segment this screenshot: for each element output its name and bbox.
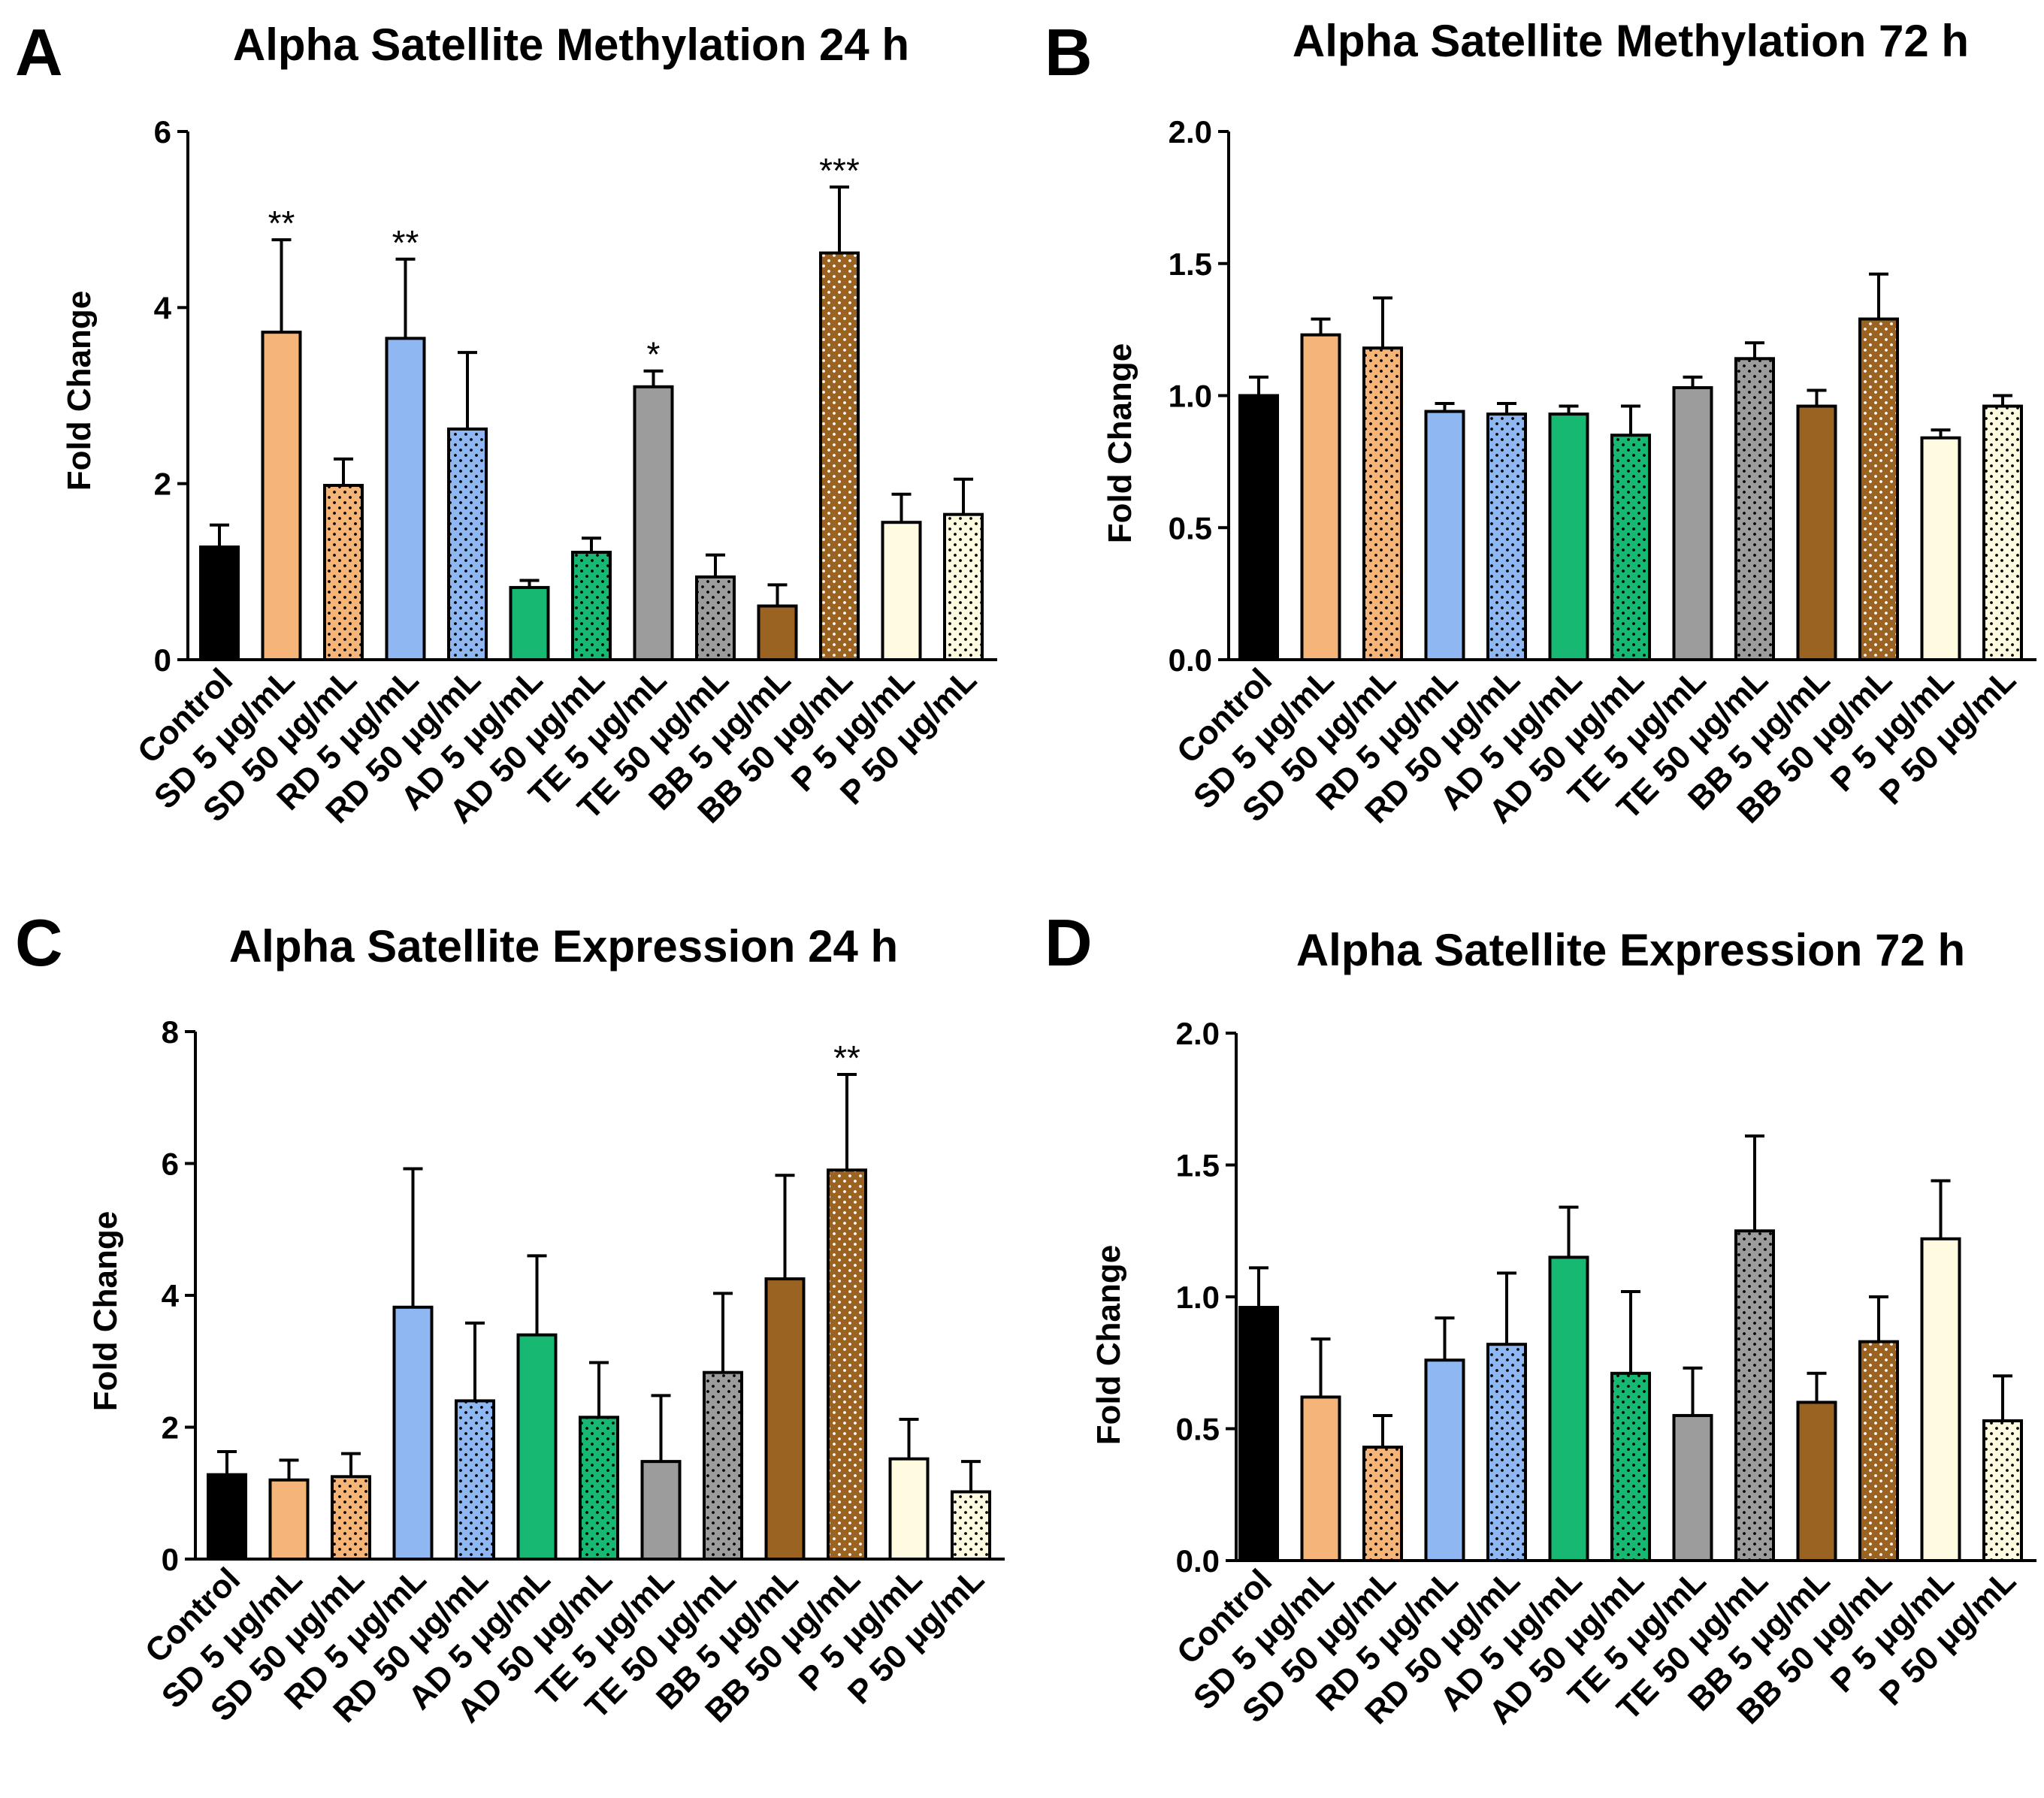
bar xyxy=(1920,1237,1961,1563)
y-tick-label: 2.0 xyxy=(1169,114,1212,150)
panel-letter: C xyxy=(15,905,63,980)
y-tick-label: 4 xyxy=(154,290,172,325)
bar-pattern xyxy=(706,1373,740,1558)
bar-pattern xyxy=(1737,1232,1772,1559)
bar xyxy=(1672,1413,1713,1562)
bar-pattern xyxy=(1613,437,1648,658)
bar-pattern xyxy=(1985,407,2020,658)
panel-a: A Alpha Satellite Methylation 24 h Fold … xyxy=(15,15,997,830)
y-tick-label: 1.5 xyxy=(1169,246,1212,282)
bar xyxy=(640,1460,682,1561)
y-tick-label: 2 xyxy=(162,1410,179,1446)
bar xyxy=(392,1305,434,1561)
chart-title: Alpha Satellite Expression 24 h xyxy=(229,921,898,972)
bar-pattern xyxy=(1365,1449,1400,1559)
y-axis-label: Fold Change xyxy=(1102,343,1138,543)
bar-pattern xyxy=(1861,320,1896,658)
bar-pattern xyxy=(1365,349,1400,658)
bar xyxy=(1300,333,1341,661)
y-tick-label: 2 xyxy=(154,467,171,502)
bar-pattern xyxy=(1737,360,1772,658)
bar-pattern xyxy=(1613,1374,1648,1559)
bar-pattern xyxy=(822,254,857,658)
significance-label: * xyxy=(647,335,661,374)
bar xyxy=(757,604,798,661)
significance-label: ** xyxy=(392,223,419,262)
bar-pattern xyxy=(1861,1343,1896,1559)
chart-title: Alpha Satellite Methylation 24 h xyxy=(233,20,909,70)
bar-pattern xyxy=(830,1171,864,1558)
bar xyxy=(1424,1358,1465,1562)
panel-d: D Alpha Satellite Expression 72 h Fold C… xyxy=(1045,905,2036,1731)
bar xyxy=(1548,1256,1589,1562)
y-tick-label: 0 xyxy=(154,642,171,678)
bar xyxy=(385,337,426,661)
significance-label: *** xyxy=(819,151,860,190)
bar xyxy=(1796,1401,1837,1563)
y-axis-label: Fold Change xyxy=(1090,1245,1127,1445)
significance-label: ** xyxy=(268,204,295,243)
bar-pattern xyxy=(698,578,733,658)
bar-pattern xyxy=(582,1419,616,1558)
bar xyxy=(1300,1395,1341,1562)
y-tick-label: 1.0 xyxy=(1169,379,1212,414)
y-tick-label: 1.5 xyxy=(1176,1148,1220,1183)
bar-pattern xyxy=(1985,1422,2020,1559)
bar xyxy=(516,1333,558,1561)
bar xyxy=(268,1478,310,1561)
bar xyxy=(1920,436,1961,661)
bar-pattern xyxy=(450,431,485,658)
significance-label: ** xyxy=(833,1038,860,1077)
bar xyxy=(261,331,302,661)
y-tick-label: 0.5 xyxy=(1169,510,1212,545)
bar xyxy=(888,1457,930,1561)
bar xyxy=(199,545,240,661)
bar-pattern xyxy=(946,515,981,658)
y-tick-label: 0.0 xyxy=(1176,1543,1220,1579)
bar xyxy=(1548,412,1589,661)
bar-pattern xyxy=(574,554,609,658)
bar xyxy=(1238,1306,1279,1563)
bar xyxy=(881,521,922,661)
y-tick-label: 0 xyxy=(162,1542,179,1577)
bar-pattern xyxy=(954,1493,988,1558)
bar xyxy=(764,1277,806,1561)
bar-pattern xyxy=(458,1402,492,1558)
panel-b: B Alpha Satellite Methylation 72 h Fold … xyxy=(1045,15,2036,830)
panel-c: C Alpha Satellite Expression 24 h Fold C… xyxy=(15,905,1005,1730)
bar xyxy=(1796,404,1837,661)
bar xyxy=(207,1473,247,1561)
y-tick-label: 8 xyxy=(162,1014,179,1050)
y-tick-label: 0.0 xyxy=(1169,642,1212,678)
y-tick-label: 1.0 xyxy=(1176,1280,1220,1315)
bar-pattern xyxy=(1489,416,1524,658)
panel-letter: B xyxy=(1045,15,1093,89)
chart-title: Alpha Satellite Expression 72 h xyxy=(1296,925,1965,975)
panel-letter: D xyxy=(1045,905,1093,980)
bar xyxy=(509,585,550,662)
bar xyxy=(1672,385,1713,662)
y-tick-label: 6 xyxy=(154,114,171,150)
y-tick-label: 4 xyxy=(162,1278,180,1313)
bar-pattern xyxy=(334,1478,368,1558)
bar-pattern xyxy=(1489,1346,1524,1559)
bar xyxy=(1238,394,1279,661)
panel-letter: A xyxy=(15,15,63,89)
y-axis-label: Fold Change xyxy=(61,291,98,491)
y-tick-label: 0.5 xyxy=(1176,1412,1220,1447)
y-tick-label: 6 xyxy=(162,1147,179,1182)
bar-pattern xyxy=(326,487,361,658)
bar xyxy=(1424,409,1465,662)
chart-title: Alpha Satellite Methylation 72 h xyxy=(1293,16,1969,66)
y-tick-label: 2.0 xyxy=(1176,1016,1220,1051)
y-axis-label: Fold Change xyxy=(87,1211,124,1411)
bar xyxy=(633,385,674,661)
